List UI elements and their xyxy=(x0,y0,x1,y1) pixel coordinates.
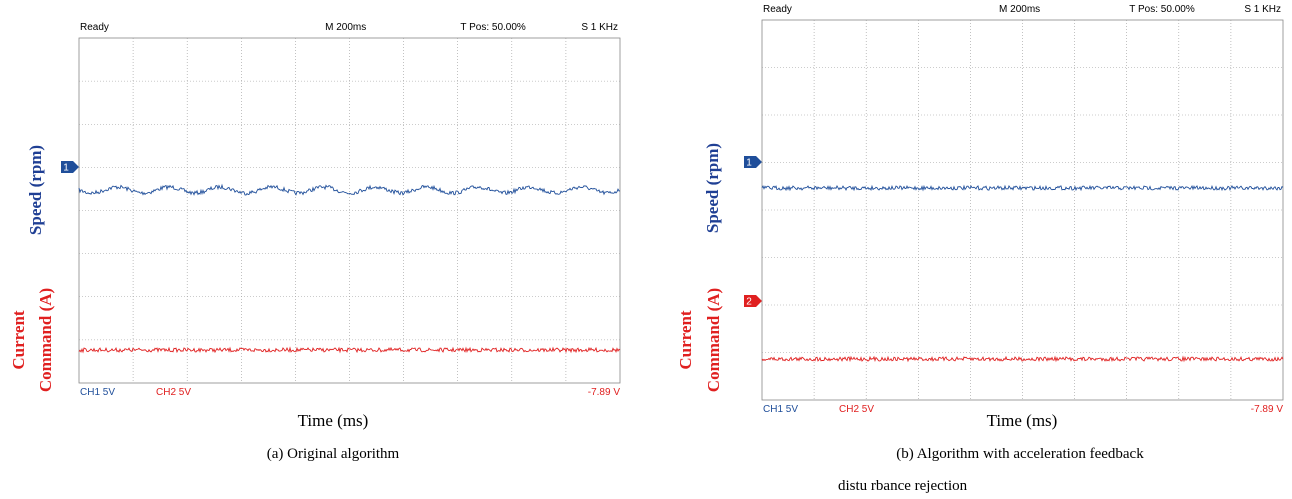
ch2-label: CH2 5V xyxy=(839,404,874,415)
caption: distu rbance rejection xyxy=(838,478,968,494)
readout: -7.89 V xyxy=(1251,404,1284,415)
y-label-current: Current xyxy=(676,310,695,370)
y-label-speed: Speed (rpm) xyxy=(26,145,45,235)
readout: -7.89 V xyxy=(588,387,621,398)
y-label-current: Current xyxy=(9,310,28,370)
channel-marker-label: 1 xyxy=(746,158,752,169)
timebase: M 200ms xyxy=(999,4,1040,15)
ch1-label: CH1 5V xyxy=(763,404,798,415)
speed-trace xyxy=(79,185,620,195)
status: Ready xyxy=(80,22,109,33)
y-label-current: Command (A) xyxy=(704,288,723,392)
figure: Ready M 200ms T Pos: 50.00% S 1 KHz 1 CH1 5V C… xyxy=(0,0,1292,499)
speed-trace xyxy=(762,186,1283,190)
y-label-current: Command (A) xyxy=(36,288,55,392)
timebase: M 200ms xyxy=(325,22,366,33)
caption: (a) Original algorithm xyxy=(267,446,400,462)
trigger-pos: T Pos: 50.00% xyxy=(460,22,526,33)
sample-rate: S 1 KHz xyxy=(581,22,618,33)
ch2-label: CH2 5V xyxy=(156,387,191,398)
trigger-pos: T Pos: 50.00% xyxy=(1129,4,1195,15)
status: Ready xyxy=(763,4,792,15)
y-label-speed: Speed (rpm) xyxy=(703,143,722,233)
sample-rate: S 1 KHz xyxy=(1244,4,1281,15)
ch1-label: CH1 5V xyxy=(80,387,115,398)
x-axis-label: Time (ms) xyxy=(987,411,1058,430)
channel-marker-label: 2 xyxy=(746,297,752,308)
x-axis-label: Time (ms) xyxy=(298,411,369,430)
caption: (b) Algorithm with acceleration feedback xyxy=(896,446,1144,462)
channel-marker-label: 1 xyxy=(63,163,69,174)
